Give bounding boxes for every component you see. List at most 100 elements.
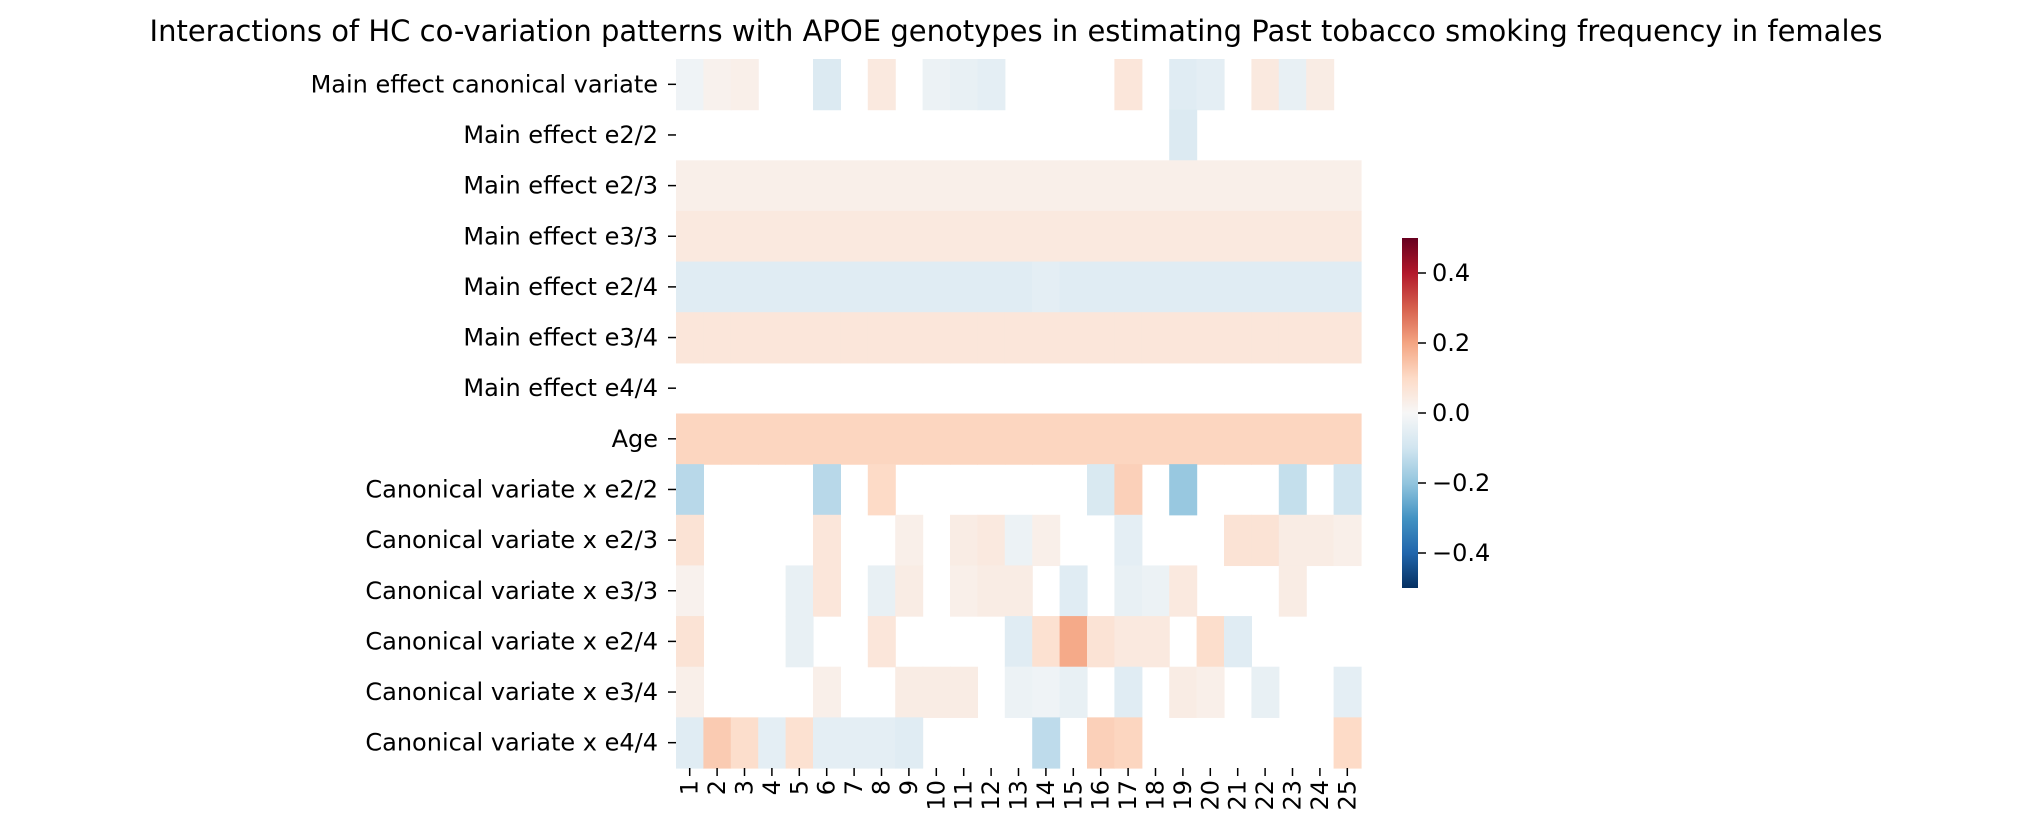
row-label: Main effect e4/4 bbox=[463, 374, 658, 402]
heatmap-cell bbox=[813, 210, 841, 263]
heatmap-cell bbox=[1251, 312, 1280, 364]
column-label: 11 bbox=[950, 780, 978, 811]
heatmap-cell bbox=[1114, 514, 1143, 567]
heatmap-cell bbox=[1059, 261, 1088, 313]
heatmap-cell bbox=[1333, 413, 1362, 465]
column-label: 8 bbox=[868, 780, 896, 795]
heatmap-cell bbox=[1278, 261, 1307, 313]
heatmap-cell bbox=[813, 261, 841, 313]
heatmap-cell bbox=[1278, 514, 1307, 567]
heatmap-cell bbox=[840, 312, 869, 364]
heatmap-cell bbox=[1196, 312, 1225, 364]
heatmap-cell bbox=[867, 565, 896, 617]
heatmap-cell bbox=[950, 565, 978, 617]
heatmap-cell bbox=[758, 413, 787, 465]
heatmap-cell bbox=[730, 261, 759, 313]
row-label: Age bbox=[612, 425, 658, 453]
heatmap-cell bbox=[950, 413, 978, 465]
heatmap-cell bbox=[1224, 413, 1252, 465]
heatmap-cell bbox=[758, 312, 787, 364]
heatmap-cell bbox=[1196, 210, 1225, 263]
heatmap-cell bbox=[1114, 210, 1143, 263]
column-label: 1 bbox=[676, 780, 704, 795]
heatmap-cell bbox=[1251, 413, 1280, 465]
heatmap-cell bbox=[730, 312, 759, 364]
heatmap-cell bbox=[895, 413, 924, 465]
heatmap-cell bbox=[1251, 210, 1280, 263]
heatmap-cell bbox=[895, 514, 924, 567]
heatmap-cell bbox=[1196, 160, 1225, 212]
heatmap-cell bbox=[1169, 565, 1198, 617]
heatmap-cell bbox=[1087, 717, 1115, 769]
column-label: 13 bbox=[1005, 780, 1033, 811]
heatmap-cell bbox=[1251, 160, 1280, 212]
heatmap-cell bbox=[813, 59, 841, 111]
heatmap-cell bbox=[1004, 514, 1033, 567]
heatmap-cell bbox=[785, 210, 814, 263]
heatmap-cell bbox=[1196, 59, 1225, 111]
heatmap-cell bbox=[1251, 261, 1280, 313]
heatmap-cell bbox=[867, 616, 896, 668]
column-label: 22 bbox=[1251, 780, 1279, 811]
heatmap-cell bbox=[1059, 666, 1088, 718]
heatmap-cell bbox=[1141, 565, 1170, 617]
column-label: 10 bbox=[922, 780, 950, 811]
heatmap-cell bbox=[1333, 261, 1362, 313]
heatmap-cell bbox=[1059, 413, 1088, 465]
heatmap-cell bbox=[1059, 312, 1088, 364]
heatmap-cell bbox=[1032, 666, 1061, 718]
heatmap-cell bbox=[977, 210, 1006, 263]
heatmap-cell bbox=[1141, 210, 1170, 263]
heatmap-cell bbox=[785, 565, 814, 617]
heatmap-cell bbox=[1196, 616, 1225, 668]
heatmap-cell bbox=[977, 514, 1006, 567]
heatmap-cell bbox=[1059, 160, 1088, 212]
heatmap-cell bbox=[1333, 666, 1362, 718]
heatmap-cell bbox=[1059, 210, 1088, 263]
heatmap-cell bbox=[813, 160, 841, 212]
heatmap-cell bbox=[1004, 160, 1033, 212]
heatmap-cell bbox=[813, 666, 841, 718]
column-label: 12 bbox=[977, 780, 1005, 811]
heatmap-cell bbox=[676, 59, 704, 111]
heatmap-cell bbox=[1141, 160, 1170, 212]
heatmap-cell bbox=[922, 210, 951, 263]
heatmap-cell bbox=[867, 210, 896, 263]
column-label: 18 bbox=[1142, 780, 1170, 811]
heatmap-cell bbox=[1114, 666, 1143, 718]
heatmap-cell bbox=[867, 59, 896, 111]
heatmap-cell bbox=[1278, 464, 1307, 516]
heatmap-cell bbox=[785, 413, 814, 465]
heatmap-cell bbox=[1196, 261, 1225, 313]
heatmap-cell bbox=[867, 413, 896, 465]
heatmap-cell bbox=[867, 717, 896, 769]
column-label: 25 bbox=[1333, 780, 1361, 811]
heatmap-cell bbox=[1004, 413, 1033, 465]
heatmap-cell bbox=[1224, 160, 1252, 212]
heatmap-cell bbox=[1306, 59, 1335, 111]
colorbar-tick-label: −0.2 bbox=[1432, 469, 1490, 497]
heatmap-cell bbox=[1306, 312, 1335, 364]
row-label: Canonical variate x e2/3 bbox=[365, 526, 658, 554]
heatmap-cell bbox=[1306, 210, 1335, 263]
heatmap-cell bbox=[950, 514, 978, 567]
heatmap-cell bbox=[977, 413, 1006, 465]
heatmap-cell bbox=[1087, 312, 1115, 364]
heatmap-cell bbox=[1278, 160, 1307, 212]
heatmap-cell bbox=[1114, 565, 1143, 617]
heatmap-cell bbox=[867, 464, 896, 516]
heatmap-cell bbox=[977, 59, 1006, 111]
row-label: Canonical variate x e3/3 bbox=[365, 577, 658, 605]
heatmap-cell bbox=[730, 210, 759, 263]
column-label: 14 bbox=[1032, 780, 1060, 811]
heatmap-cell bbox=[1087, 413, 1115, 465]
heatmap-cell bbox=[1333, 210, 1362, 263]
heatmap-cell bbox=[730, 717, 759, 769]
heatmap-cell bbox=[950, 160, 978, 212]
column-label: 3 bbox=[731, 780, 759, 795]
heatmap-cell bbox=[895, 210, 924, 263]
heatmap-cell bbox=[1333, 514, 1362, 567]
heatmap-cell bbox=[1087, 261, 1115, 313]
heatmap-cell bbox=[867, 261, 896, 313]
heatmap-cell bbox=[813, 312, 841, 364]
